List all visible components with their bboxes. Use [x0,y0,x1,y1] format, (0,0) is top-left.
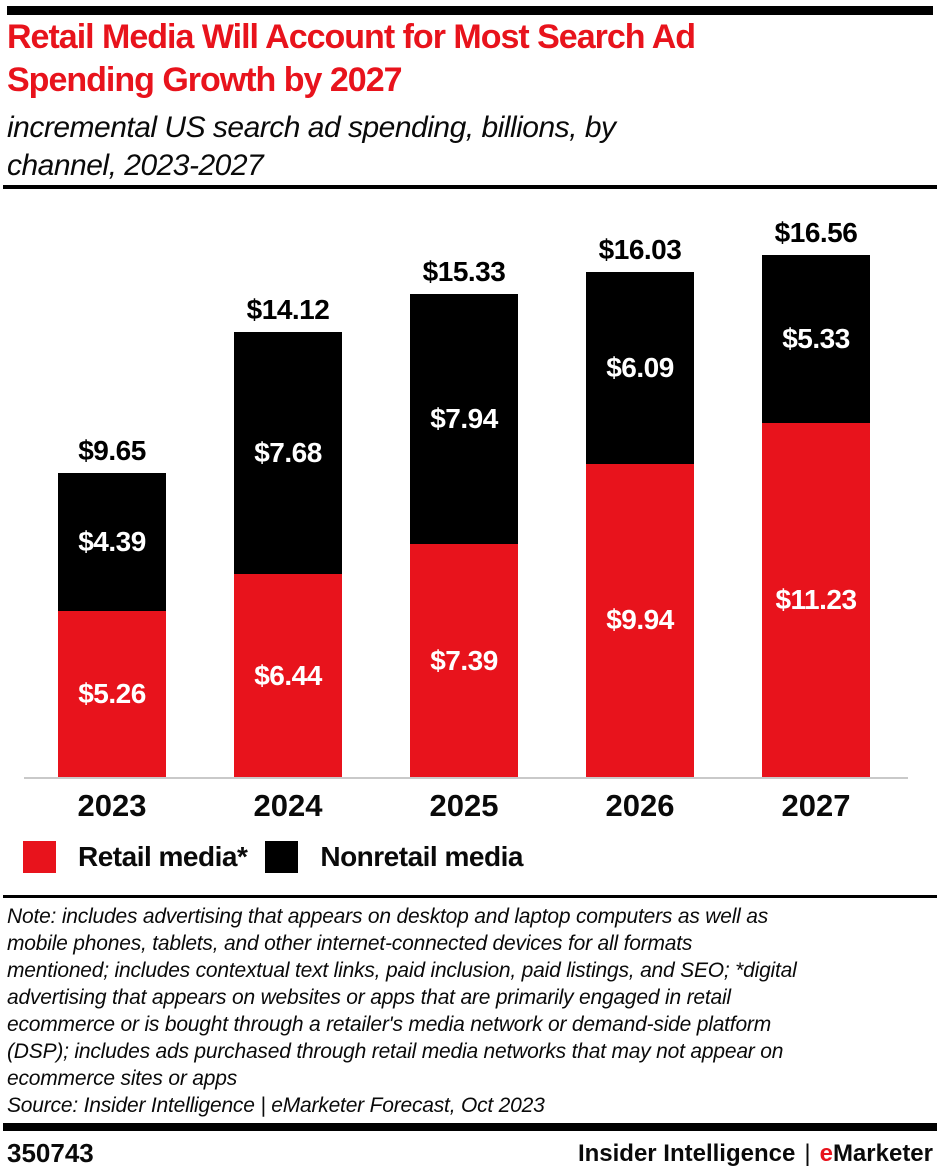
nonretail-media-segment: $6.09 [586,272,694,464]
retail-media-segment: $5.26 [58,611,166,777]
chart-source: Source: Insider Intelligence | eMarketer… [7,1094,545,1117]
brand-emarketer-e: e [819,1140,833,1167]
legend-label: Nonretail media [320,841,523,872]
chart-subtitle: incremental US search ad spending, billi… [7,111,616,182]
note-divider [3,895,937,898]
bar-total-label: $9.65 [78,435,146,467]
chart-id: 350743 [7,1138,94,1168]
legend-item: Nonretail media [265,841,523,873]
legend-swatch [265,841,299,873]
brand-emarketer-rest: Marketer [832,1140,933,1167]
retail-value-label: $11.23 [775,584,857,616]
x-axis-year-label: 2023 [77,788,147,823]
bar-total-label: $15.33 [422,256,506,288]
brand-text: Insider Intelligence | eMarketer [578,1140,933,1168]
retail-value-label: $9.94 [606,604,674,636]
brand-insider-intelligence: Insider Intelligence [577,1140,796,1167]
retail-media-segment: $11.23 [762,423,870,777]
retail-media-segment: $9.94 [586,463,694,777]
nonretail-media-segment: $7.68 [234,332,342,575]
bar-total-label: $16.56 [774,217,858,249]
legend-item: Retail media* [23,841,248,873]
retail-media-segment: $6.44 [234,574,342,777]
retail-value-label: $5.26 [78,678,146,710]
retail-media-segment: $7.39 [410,544,518,777]
bar-total-label: $16.03 [598,234,682,266]
x-axis-year-label: 2025 [429,788,499,823]
chart-note: Note: includes advertising that appears … [7,905,797,1090]
bar-total-label: $14.12 [246,294,330,326]
nonretail-media-segment: $7.94 [410,294,518,545]
nonretail-value-label: $6.09 [606,351,674,383]
nonretail-value-label: $4.39 [78,526,146,558]
chart-legend: Retail media* Nonretail media [23,841,541,873]
nonretail-media-segment: $5.33 [762,255,870,424]
nonretail-value-label: $5.33 [782,323,850,355]
legend-swatch [23,841,56,873]
x-axis-line [24,777,908,779]
stacked-bar-chart: $4.39 $5.26 $9.65 2023 $7.68 $6.44 $14.12 2024 $… [0,195,940,835]
retail-value-label: $6.44 [254,659,322,691]
legend-label: Retail media* [78,841,248,872]
footer-accent-bar [3,1123,937,1131]
brand-separator: | [804,1140,811,1167]
x-axis-year-label: 2026 [605,788,675,823]
retail-value-label: $7.39 [430,644,498,676]
header-divider [3,185,937,189]
nonretail-media-segment: $4.39 [58,473,166,612]
nonretail-value-label: $7.68 [254,437,322,469]
x-axis-year-label: 2024 [253,788,323,823]
top-accent-bar [7,6,933,15]
nonretail-value-label: $7.94 [430,403,498,435]
x-axis-year-label: 2027 [781,788,851,823]
chart-title: Retail Media Will Account for Most Searc… [7,18,696,99]
